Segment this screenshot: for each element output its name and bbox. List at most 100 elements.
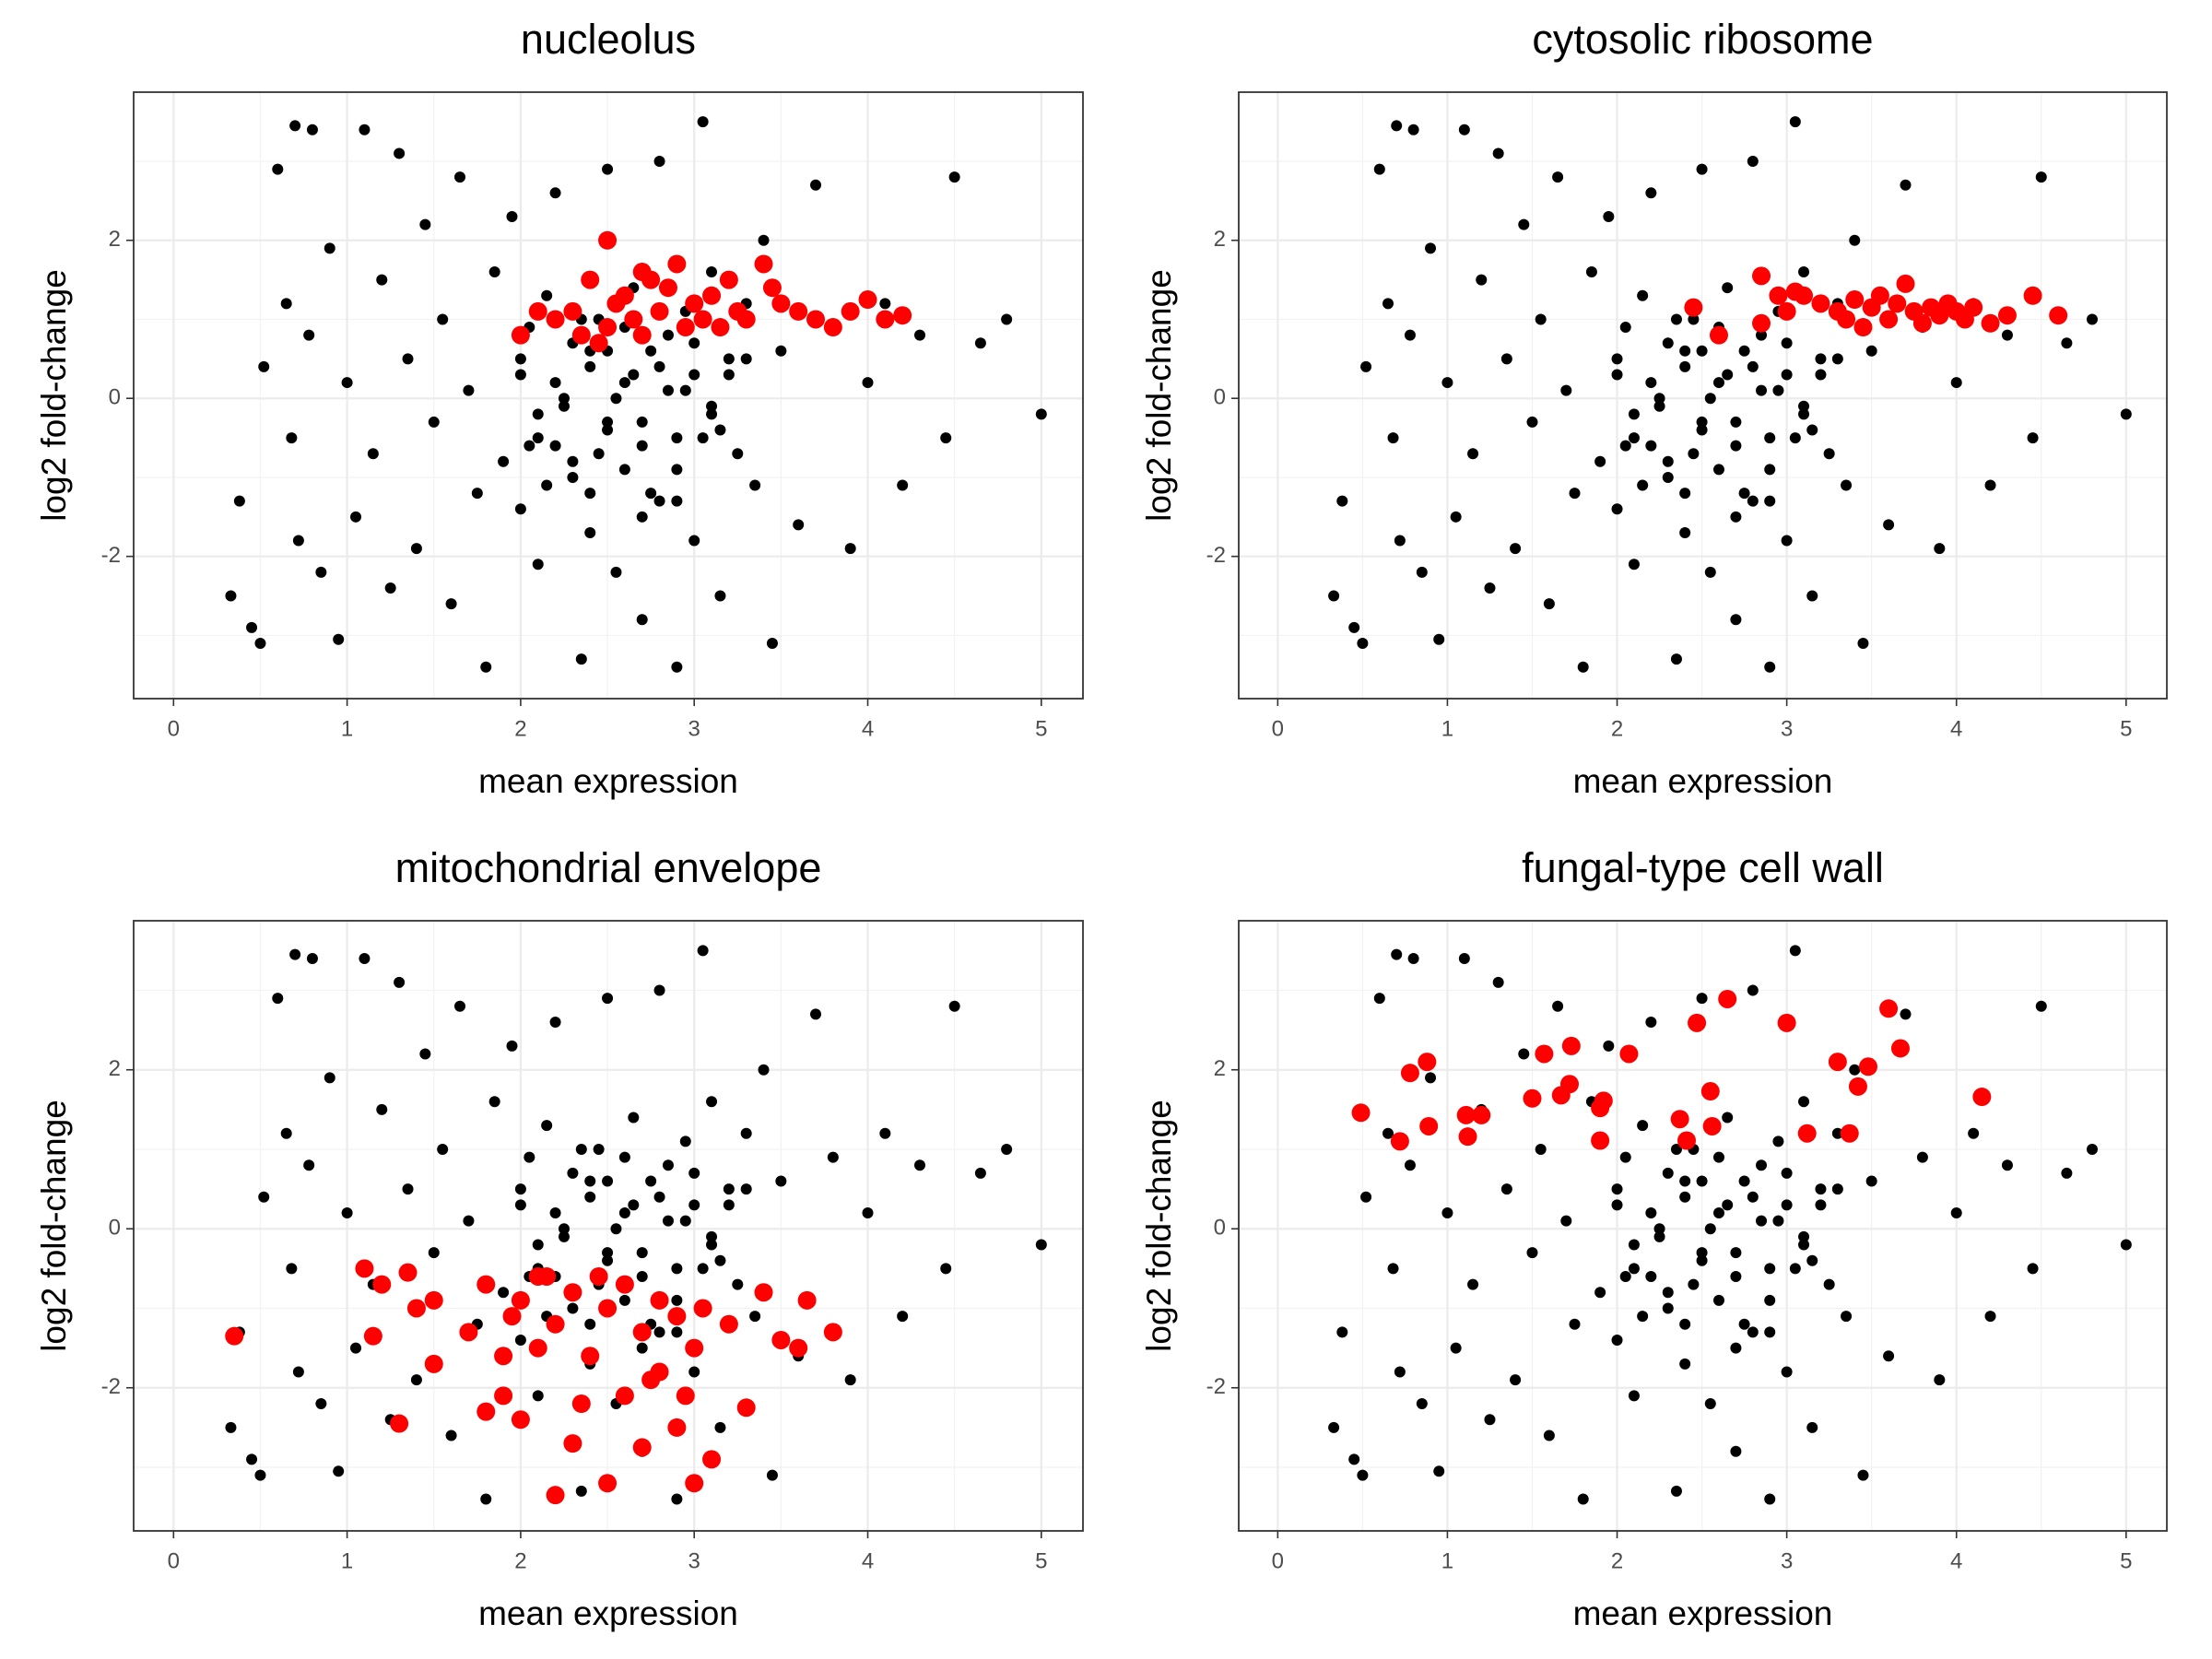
- point: [567, 1302, 579, 1314]
- point: [1950, 377, 1962, 389]
- point: [1722, 1112, 1734, 1124]
- x-tick-label: 0: [168, 716, 180, 741]
- point: [1594, 455, 1606, 467]
- point: [1696, 345, 1708, 357]
- point: [615, 1386, 634, 1406]
- point: [1543, 598, 1555, 610]
- point: [1730, 1342, 1742, 1354]
- point: [641, 1371, 661, 1390]
- point: [563, 301, 582, 321]
- point: [272, 993, 284, 1005]
- point: [754, 1283, 773, 1302]
- point: [1972, 1088, 1992, 1107]
- point: [1391, 948, 1403, 960]
- point: [1535, 313, 1547, 325]
- point: [1797, 1124, 1817, 1143]
- plot-frame: [1238, 91, 2168, 700]
- point: [2061, 337, 2073, 349]
- point: [732, 448, 744, 460]
- point: [706, 1239, 718, 1251]
- point: [511, 1290, 530, 1310]
- point: [1981, 313, 2000, 333]
- point: [1845, 290, 1865, 310]
- point: [367, 448, 379, 460]
- point: [1611, 1183, 1623, 1195]
- point: [653, 495, 665, 507]
- x-tick-label: 1: [1441, 1548, 1453, 1573]
- point: [658, 278, 677, 298]
- point: [1603, 1040, 1615, 1052]
- point: [1730, 614, 1742, 626]
- point: [1777, 301, 1796, 321]
- point: [610, 1223, 622, 1235]
- point: [2049, 306, 2068, 325]
- point: [584, 1318, 596, 1330]
- x-tick-label: 1: [341, 1548, 353, 1573]
- point: [636, 1247, 648, 1259]
- point: [662, 1215, 674, 1227]
- point: [714, 1421, 726, 1433]
- point: [823, 318, 842, 337]
- point: [671, 1294, 683, 1306]
- point: [844, 1374, 856, 1386]
- point: [1357, 637, 1369, 649]
- point: [602, 1175, 614, 1187]
- point: [1747, 1326, 1759, 1338]
- point: [823, 1323, 842, 1342]
- point: [528, 301, 547, 321]
- point: [1404, 1159, 1416, 1171]
- point: [1467, 1278, 1479, 1290]
- point: [2001, 1159, 2013, 1171]
- point: [1560, 1215, 1572, 1227]
- point: [1870, 286, 1889, 305]
- x-tick-label: 2: [514, 716, 526, 741]
- point: [789, 1338, 808, 1358]
- point: [1433, 1465, 1445, 1477]
- point: [1552, 171, 1564, 183]
- y-axis-title: log2 fold-change: [1140, 1100, 1178, 1352]
- point: [1373, 163, 1385, 175]
- point: [1730, 1247, 1742, 1259]
- point: [1798, 400, 1810, 412]
- plot-background: [1239, 92, 2167, 699]
- x-tick-label: 3: [688, 716, 700, 741]
- point: [1712, 1151, 1724, 1163]
- point: [1662, 337, 1674, 349]
- x-tick-label: 3: [1781, 1548, 1793, 1573]
- point: [363, 1326, 382, 1346]
- point: [549, 377, 561, 389]
- point: [723, 369, 735, 381]
- point: [333, 1465, 345, 1477]
- point: [1756, 329, 1768, 341]
- point: [2027, 432, 2039, 444]
- point: [645, 488, 657, 500]
- point: [667, 254, 687, 274]
- point: [445, 598, 457, 610]
- point: [1670, 1485, 1682, 1497]
- point: [1815, 1183, 1827, 1195]
- point: [706, 1096, 718, 1108]
- point: [1441, 1206, 1453, 1218]
- point: [1559, 1075, 1579, 1094]
- panel: 0 1 2 3 4 5 -2 0 2 fungal-type cell wall mean expr…: [1140, 844, 2168, 1632]
- point: [1611, 503, 1623, 515]
- point: [1518, 218, 1530, 230]
- point: [1730, 511, 1742, 523]
- point: [280, 298, 292, 310]
- point: [662, 384, 674, 396]
- point: [740, 1127, 752, 1139]
- point: [1858, 1057, 1877, 1077]
- point: [1637, 1311, 1649, 1323]
- point: [511, 1410, 530, 1430]
- point: [1756, 1215, 1768, 1227]
- x-tick-label: 5: [1035, 1548, 1047, 1573]
- point: [810, 179, 822, 191]
- point: [341, 377, 353, 389]
- point: [402, 1183, 414, 1195]
- panel-title: nucleolus: [521, 16, 696, 63]
- point: [376, 1103, 388, 1115]
- point: [1840, 1124, 1859, 1143]
- point: [1585, 266, 1597, 278]
- point: [532, 559, 544, 571]
- point: [477, 1402, 496, 1421]
